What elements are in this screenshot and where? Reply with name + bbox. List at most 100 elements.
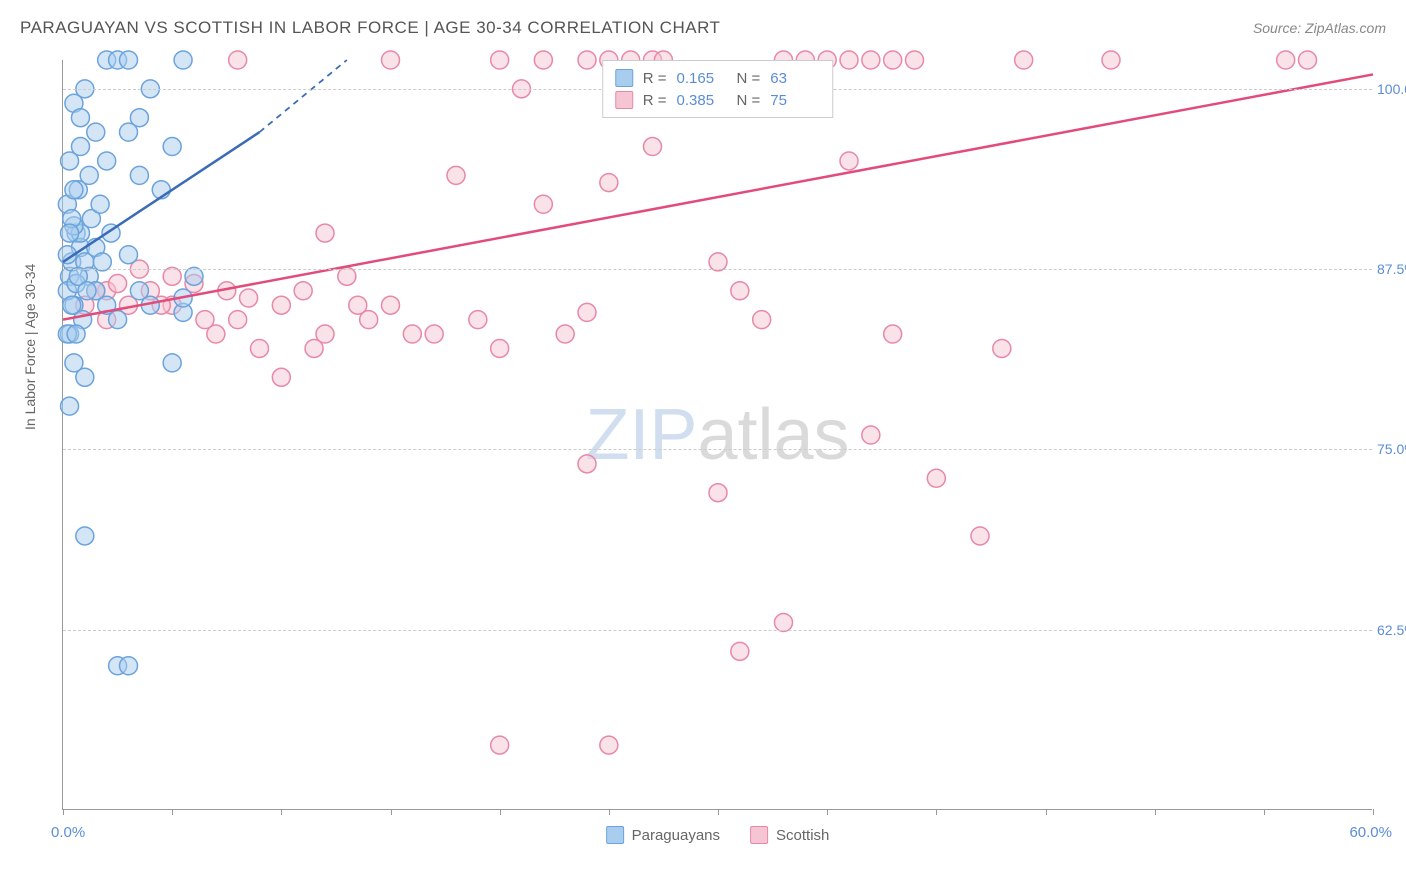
- data-point: [906, 51, 924, 69]
- grid-line: [63, 269, 1372, 270]
- data-point: [578, 303, 596, 321]
- x-tick: [281, 809, 282, 815]
- data-point: [61, 224, 79, 242]
- x-tick: [500, 809, 501, 815]
- data-point: [382, 296, 400, 314]
- swatch-paraguayans-icon: [606, 826, 624, 844]
- data-point: [120, 51, 138, 69]
- trend-line: [63, 132, 260, 262]
- data-point: [229, 51, 247, 69]
- data-point: [840, 51, 858, 69]
- data-point: [927, 469, 945, 487]
- swatch-scottish-icon: [750, 826, 768, 844]
- data-point: [98, 152, 116, 170]
- r-value-scottish: 0.385: [677, 92, 727, 109]
- data-point: [61, 397, 79, 415]
- chart-container: PARAGUAYAN VS SCOTTISH IN LABOR FORCE | …: [0, 0, 1406, 892]
- r-label: R =: [643, 70, 667, 87]
- data-point: [578, 455, 596, 473]
- swatch-scottish: [615, 91, 633, 109]
- data-point: [76, 527, 94, 545]
- x-max-label: 60.0%: [1349, 824, 1392, 841]
- data-point: [109, 311, 127, 329]
- data-point: [840, 152, 858, 170]
- data-point: [316, 224, 334, 242]
- data-point: [240, 289, 258, 307]
- x-tick: [63, 809, 64, 815]
- data-point: [272, 296, 290, 314]
- correlation-legend: R = 0.165 N = 63 R = 0.385 N = 75: [602, 60, 834, 118]
- data-point: [1102, 51, 1120, 69]
- data-point: [71, 109, 89, 127]
- x-tick: [827, 809, 828, 815]
- legend-label-paraguayans: Paraguayans: [632, 827, 720, 844]
- source-label: Source: ZipAtlas.com: [1253, 20, 1386, 36]
- r-value-paraguayans: 0.165: [677, 70, 727, 87]
- data-point: [229, 311, 247, 329]
- data-point: [120, 246, 138, 264]
- data-point: [731, 282, 749, 300]
- x-min-label: 0.0%: [51, 824, 85, 841]
- series-legend: Paraguayans Scottish: [606, 826, 830, 844]
- chart-area: ZIPatlas R = 0.165 N = 63 R = 0.385 N = …: [62, 60, 1372, 810]
- x-tick: [1264, 809, 1265, 815]
- legend-item-scottish: Scottish: [750, 826, 829, 844]
- data-point: [272, 368, 290, 386]
- data-point: [600, 174, 618, 192]
- y-axis-label: In Labor Force | Age 30-34: [22, 264, 38, 430]
- x-tick: [936, 809, 937, 815]
- x-tick: [1373, 809, 1374, 815]
- data-point: [174, 51, 192, 69]
- data-point: [731, 642, 749, 660]
- x-tick: [609, 809, 610, 815]
- data-point: [120, 657, 138, 675]
- data-point: [71, 138, 89, 156]
- data-point: [109, 275, 127, 293]
- data-point: [294, 282, 312, 300]
- data-point: [251, 339, 269, 357]
- data-point: [491, 736, 509, 754]
- n-label: N =: [737, 92, 761, 109]
- data-point: [163, 138, 181, 156]
- data-point: [993, 339, 1011, 357]
- data-point: [644, 138, 662, 156]
- data-point: [78, 282, 96, 300]
- data-point: [130, 166, 148, 184]
- data-point: [65, 181, 83, 199]
- x-tick: [172, 809, 173, 815]
- data-point: [305, 339, 323, 357]
- n-label: N =: [737, 70, 761, 87]
- swatch-paraguayans: [615, 69, 633, 87]
- x-tick: [718, 809, 719, 815]
- data-point: [80, 166, 98, 184]
- data-point: [382, 51, 400, 69]
- data-point: [349, 296, 367, 314]
- data-point: [862, 51, 880, 69]
- data-point: [120, 123, 138, 141]
- data-point: [163, 354, 181, 372]
- data-point: [76, 368, 94, 386]
- data-point: [1277, 51, 1295, 69]
- grid-line: [63, 449, 1372, 450]
- y-tick-label: 87.5%: [1377, 261, 1406, 277]
- x-tick: [1046, 809, 1047, 815]
- legend-row-paraguayans: R = 0.165 N = 63: [615, 67, 821, 89]
- data-point: [534, 51, 552, 69]
- data-point: [1299, 51, 1317, 69]
- trend-line: [260, 60, 347, 132]
- data-point: [862, 426, 880, 444]
- n-value-scottish: 75: [770, 92, 820, 109]
- data-point: [578, 51, 596, 69]
- data-point: [600, 736, 618, 754]
- x-tick: [391, 809, 392, 815]
- data-point: [753, 311, 771, 329]
- data-point: [67, 325, 85, 343]
- data-point: [447, 166, 465, 184]
- data-point: [91, 195, 109, 213]
- data-point: [425, 325, 443, 343]
- legend-item-paraguayans: Paraguayans: [606, 826, 720, 844]
- data-point: [196, 311, 214, 329]
- data-point: [884, 51, 902, 69]
- data-point: [556, 325, 574, 343]
- data-point: [491, 51, 509, 69]
